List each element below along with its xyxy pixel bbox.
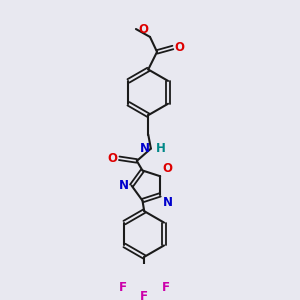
Text: H: H — [156, 142, 166, 155]
Text: N: N — [140, 142, 150, 155]
Text: O: O — [163, 162, 173, 176]
Text: F: F — [118, 280, 127, 294]
Text: F: F — [162, 280, 170, 294]
Text: O: O — [138, 23, 148, 36]
Text: N: N — [163, 196, 173, 209]
Text: N: N — [119, 179, 129, 192]
Text: F: F — [140, 290, 148, 300]
Text: O: O — [107, 152, 118, 165]
Text: O: O — [175, 41, 184, 54]
